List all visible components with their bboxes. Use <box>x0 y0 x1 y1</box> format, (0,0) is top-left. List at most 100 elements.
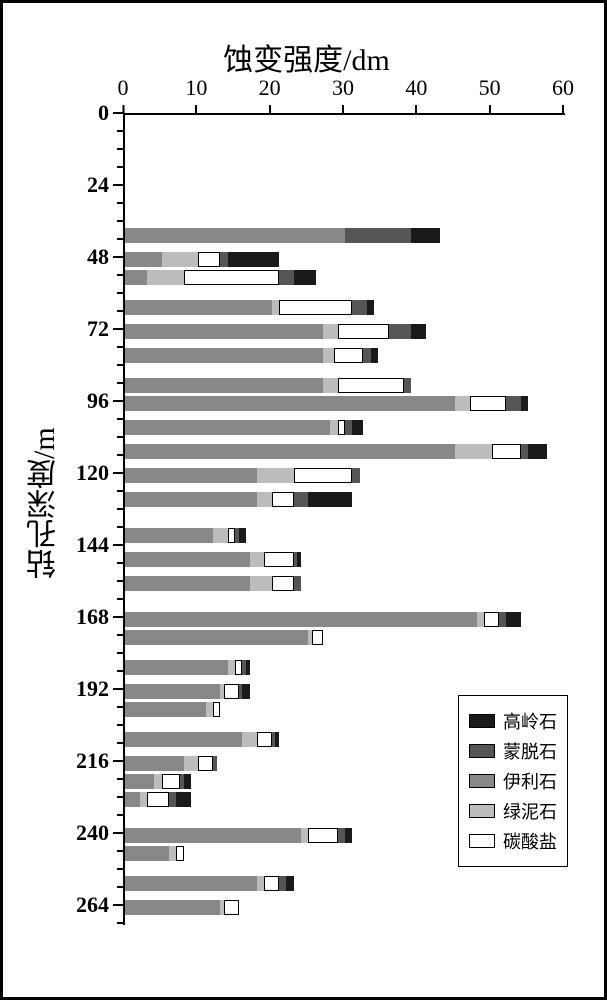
bar-segment-illite <box>125 732 242 747</box>
bar-segment-carbonate <box>484 612 499 627</box>
bar-segment-illite <box>125 396 455 411</box>
bar-segment-carbonate <box>176 846 183 861</box>
bar-segment-chlorite <box>250 576 272 591</box>
y-axis-ticks: 024487296120144168192216240264 <box>3 113 123 923</box>
bar-segment-carbonate <box>492 444 521 459</box>
bar-segment-illite <box>125 228 345 243</box>
y-tick-label: 120 <box>76 460 109 486</box>
bar-segment-illite <box>125 348 323 363</box>
bar-segment-carbonate <box>198 756 213 771</box>
bar-segment-carbonate <box>184 270 279 285</box>
bar-segment-chlorite <box>228 660 235 675</box>
bar-row <box>125 228 440 243</box>
bar-row <box>125 630 323 645</box>
bar-segment-chlorite <box>301 828 308 843</box>
legend-item: 蒙脱石 <box>469 738 557 764</box>
bar-segment-carbonate <box>162 774 180 789</box>
bar-segment-carbonate <box>224 900 239 915</box>
bar-row <box>125 828 352 843</box>
bar-segment-chlorite <box>455 444 492 459</box>
y-tick-label: 24 <box>87 172 109 198</box>
y-tick-label: 96 <box>87 388 109 414</box>
bar-segment-illite <box>125 270 147 285</box>
bar-segment-smectite <box>294 576 301 591</box>
bar-segment-illite <box>125 792 140 807</box>
bar-row <box>125 612 521 627</box>
bar-segment-kaolinite <box>242 684 249 699</box>
bar-segment-smectite <box>338 828 345 843</box>
bar-segment-carbonate <box>338 420 345 435</box>
bar-segment-illite <box>125 252 162 267</box>
x-tick-label: 10 <box>185 75 207 101</box>
bar-segment-kaolinite <box>308 492 352 507</box>
bar-segment-chlorite <box>184 756 199 771</box>
x-tick-label: 20 <box>259 75 281 101</box>
bar-segment-carbonate <box>224 684 239 699</box>
bar-segment-smectite <box>506 396 521 411</box>
legend-swatch-illite <box>469 774 495 788</box>
bar-row <box>125 552 301 567</box>
bar-segment-chlorite <box>272 300 279 315</box>
bar-row <box>125 468 360 483</box>
bar-segment-chlorite <box>455 396 470 411</box>
x-tick-label: 40 <box>405 75 427 101</box>
bar-segment-kaolinite <box>371 348 378 363</box>
bar-row <box>125 756 217 771</box>
bar-segment-carbonate <box>272 492 294 507</box>
bar-segment-kaolinite <box>176 792 191 807</box>
bar-segment-chlorite <box>323 348 334 363</box>
bar-segment-smectite <box>352 468 359 483</box>
bar-segment-smectite <box>345 228 411 243</box>
bar-segment-kaolinite <box>275 732 279 747</box>
y-tick-label: 240 <box>76 820 109 846</box>
legend-label: 伊利石 <box>503 768 557 794</box>
legend-swatch-smectite <box>469 744 495 758</box>
x-tick-label: 60 <box>552 75 574 101</box>
bar-row <box>125 660 250 675</box>
bar-segment-chlorite <box>257 876 264 891</box>
bar-segment-illite <box>125 420 330 435</box>
legend-item: 绿泥石 <box>469 798 557 824</box>
bar-segment-illite <box>125 576 250 591</box>
bar-row <box>125 732 279 747</box>
bar-segment-carbonate <box>334 348 363 363</box>
bar-segment-illite <box>125 876 257 891</box>
bar-segment-kaolinite <box>228 252 279 267</box>
bar-segment-smectite <box>279 270 294 285</box>
bar-segment-chlorite <box>206 702 213 717</box>
y-tick-label: 216 <box>76 748 109 774</box>
bar-segment-kaolinite <box>345 828 352 843</box>
bar-segment-chlorite <box>323 324 338 339</box>
bar-segment-carbonate <box>312 630 323 645</box>
x-axis-title: 蚀变强度/dm <box>3 35 607 79</box>
legend-swatch-kaolinite <box>469 714 495 728</box>
bar-segment-chlorite <box>242 732 257 747</box>
bar-segment-carbonate <box>264 876 279 891</box>
bar-segment-illite <box>125 300 272 315</box>
bar-segment-illite <box>125 528 213 543</box>
bar-row <box>125 846 184 861</box>
bar-segment-kaolinite <box>297 552 301 567</box>
bar-row <box>125 576 301 591</box>
bar-segment-smectite <box>169 792 176 807</box>
bar-segment-kaolinite <box>352 420 363 435</box>
bar-segment-illite <box>125 324 323 339</box>
bar-segment-kaolinite <box>411 228 440 243</box>
bar-segment-illite <box>125 828 301 843</box>
bar-segment-kaolinite <box>246 660 250 675</box>
bar-row <box>125 702 220 717</box>
bar-segment-carbonate <box>338 324 389 339</box>
bar-segment-illite <box>125 444 455 459</box>
bar-segment-smectite <box>220 252 227 267</box>
bar-segment-illite <box>125 552 250 567</box>
bar-segment-carbonate <box>228 528 235 543</box>
bar-row <box>125 324 426 339</box>
bar-row <box>125 876 294 891</box>
bar-row <box>125 900 239 915</box>
bar-segment-smectite <box>294 492 309 507</box>
bar-segment-carbonate <box>308 828 337 843</box>
bar-row <box>125 792 191 807</box>
figure-frame: 蚀变强度/dm 钻孔深度/m 0102030405060 02448729612… <box>0 0 607 1000</box>
bar-row <box>125 492 352 507</box>
bar-segment-kaolinite <box>367 300 374 315</box>
